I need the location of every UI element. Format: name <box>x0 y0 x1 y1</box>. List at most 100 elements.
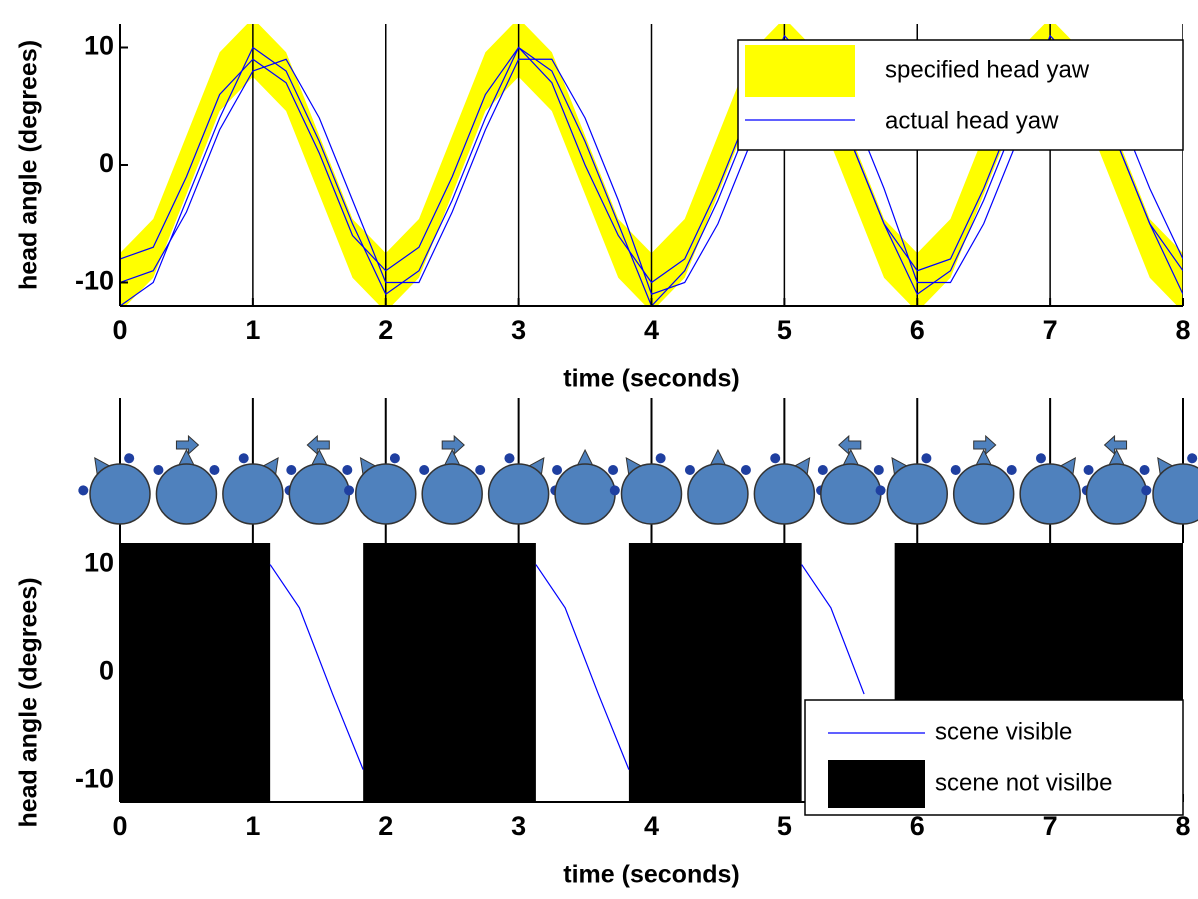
x-tick-label: 2 <box>378 315 393 345</box>
x-axis-label: time (seconds) <box>563 861 739 889</box>
legend-label: scene visible <box>935 718 1072 745</box>
head-icon <box>1083 448 1150 525</box>
ear <box>875 485 886 496</box>
x-tick-label: 1 <box>245 811 260 841</box>
head <box>1152 463 1198 525</box>
head-nose <box>684 448 751 475</box>
x-tick-label: 4 <box>644 315 659 345</box>
x-tick-label: 4 <box>644 811 659 841</box>
head-nose <box>1083 448 1150 475</box>
ear <box>873 465 884 475</box>
x-axis-label: time (seconds) <box>563 365 739 393</box>
x-tick-label: 0 <box>112 315 127 345</box>
y-tick-label: 0 <box>99 148 114 178</box>
y-axis-label: head angle (degrees) <box>15 40 43 290</box>
x-tick-label: 1 <box>245 315 260 345</box>
ear <box>817 465 828 475</box>
x-tick-label: 8 <box>1175 315 1190 345</box>
x-tick-label: 2 <box>378 811 393 841</box>
plot-area <box>120 543 1183 802</box>
trace-line <box>120 46 1183 296</box>
head <box>155 463 218 525</box>
direction-arrow <box>306 434 330 456</box>
legend-label: scene not visilbe <box>935 769 1112 796</box>
ear <box>1187 453 1198 464</box>
legend-label: actual head yaw <box>885 107 1059 134</box>
head-icon <box>78 453 151 525</box>
ear <box>286 465 297 475</box>
head-icon <box>552 448 619 525</box>
head <box>1019 463 1081 525</box>
head-icon <box>875 453 948 525</box>
head <box>820 463 882 525</box>
x-tick-label: 3 <box>511 811 526 841</box>
head-nose <box>78 453 135 496</box>
head-icon <box>753 453 827 525</box>
head <box>687 463 749 525</box>
head-icon <box>286 448 353 525</box>
ear <box>1083 465 1094 475</box>
ear <box>608 465 619 475</box>
y-axis-label: head angle (degrees) <box>15 577 43 827</box>
head <box>1085 463 1148 525</box>
ear <box>419 465 430 475</box>
head-nose <box>950 448 1017 475</box>
y-tick-label: 0 <box>99 656 114 686</box>
head-icon <box>153 448 220 525</box>
legend-swatch <box>828 760 925 808</box>
y-tick-label: -10 <box>75 266 114 296</box>
ear <box>153 465 164 475</box>
head <box>620 463 683 525</box>
ear <box>124 453 135 464</box>
head-icon <box>817 448 884 525</box>
head-nose <box>419 448 486 475</box>
x-tick-label: 0 <box>112 811 127 841</box>
ear <box>1006 465 1017 475</box>
y-tick-label: 10 <box>84 548 114 578</box>
direction-arrow <box>1103 434 1128 456</box>
ear <box>1139 465 1150 475</box>
legend-label: specified head yaw <box>885 56 1090 83</box>
head-nose <box>552 448 619 475</box>
head-icon <box>684 448 751 525</box>
x-tick-label: 6 <box>910 811 925 841</box>
hidden-interval <box>363 543 536 802</box>
head <box>421 463 483 525</box>
ear <box>770 453 781 464</box>
ear <box>209 465 220 475</box>
direction-arrow <box>441 434 465 456</box>
ear <box>1035 453 1046 464</box>
head-icon <box>1141 453 1198 525</box>
ear <box>950 465 961 475</box>
head <box>952 463 1015 525</box>
ear <box>342 465 353 475</box>
head-icon <box>344 453 417 525</box>
y-tick-label: -10 <box>75 764 114 794</box>
ear <box>389 453 400 464</box>
head <box>487 463 550 525</box>
ear <box>504 453 515 464</box>
direction-arrow <box>838 434 862 456</box>
legend-swatch <box>745 45 855 97</box>
head-nose <box>286 448 353 475</box>
head <box>554 463 616 525</box>
ear <box>1141 485 1152 496</box>
x-tick-label: 6 <box>910 315 925 345</box>
visible-line <box>269 564 865 770</box>
ear <box>921 453 932 464</box>
head-icon <box>950 448 1017 525</box>
head-icon <box>419 448 486 525</box>
ear <box>552 465 563 475</box>
x-tick-label: 3 <box>511 315 526 345</box>
x-tick-label: 8 <box>1175 811 1190 841</box>
ear <box>475 465 486 475</box>
hidden-interval <box>628 543 802 802</box>
ear <box>740 465 751 475</box>
direction-arrow <box>175 434 200 456</box>
head-icon <box>609 453 683 525</box>
y-tick-label: 10 <box>84 31 114 61</box>
head <box>288 463 351 525</box>
ear <box>238 453 249 464</box>
